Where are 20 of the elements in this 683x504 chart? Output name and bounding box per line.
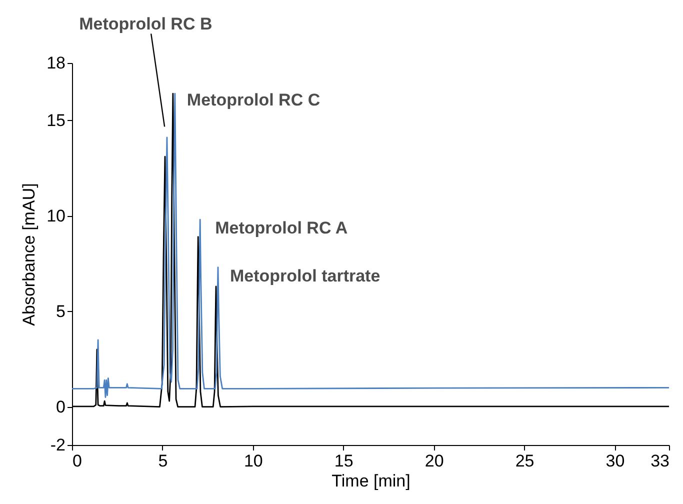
y-tick-label: 18 [46,54,66,72]
x-tick-label: 5 [158,452,168,470]
y-axis-title: Absorbance [mAU] [20,183,39,326]
x-axis-title: Time [min] [332,472,410,490]
y-tick-label: 0 [56,397,66,416]
y-tick-label: -2 [50,436,66,454]
x-tick-label: 30 [606,452,625,470]
y-tick-label: 15 [46,110,66,130]
annotation: Metoprolol RC C [186,90,320,110]
x-tick-label: 20 [424,452,444,470]
x-tick-label: 0 [72,452,82,470]
y-tick-label: 5 [56,302,66,321]
annotation: Metoprolol RC A [215,218,348,238]
x-tick-label: 33 [650,452,670,470]
annotation: Metoprolol RC B [79,14,212,34]
x-tick-label: 15 [334,452,354,470]
x-tick-label: 10 [244,452,263,470]
x-tick-label: 25 [515,452,534,470]
annotation: Metoprolol tartrate [230,266,380,286]
y-tick-label: 10 [46,206,66,226]
